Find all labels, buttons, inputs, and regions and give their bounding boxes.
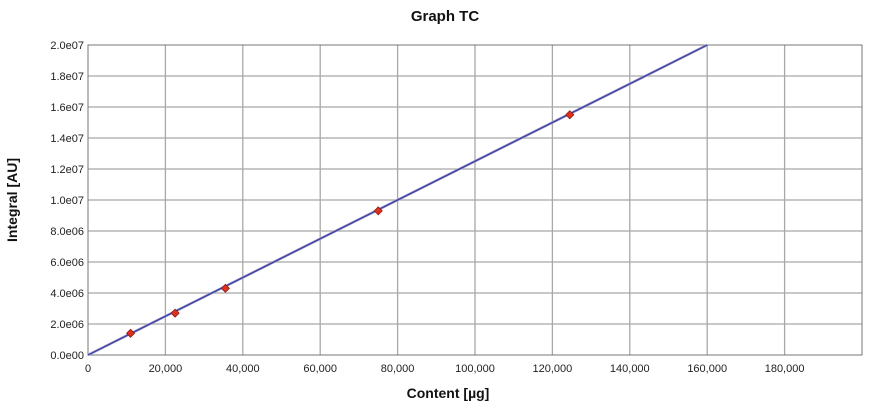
data-point (373, 206, 383, 216)
y-tick-label: 8.0e06 (50, 226, 84, 238)
fit-line (87, 44, 708, 356)
data-point (170, 308, 180, 318)
x-tick-label: 20,000 (149, 363, 183, 375)
chart-title: Graph TC (411, 8, 480, 25)
y-tick-label: 2.0e07 (50, 40, 84, 52)
y-tick-label: 1.8e07 (50, 71, 84, 83)
data-point (220, 283, 230, 293)
chart-grid (88, 45, 862, 355)
y-tick-label: 2.0e06 (50, 319, 84, 331)
y-tick-label: 6.0e06 (50, 257, 84, 269)
tick-labels: 0 20,000 40,000 60,000 80,000 100,000 120,000 1… (50, 40, 804, 375)
y-axis-label: Integral [AU] (4, 158, 20, 242)
x-tick-label: 160,000 (687, 363, 727, 375)
data-points (126, 110, 575, 338)
data-point (126, 328, 136, 338)
x-tick-label: 120,000 (533, 363, 573, 375)
x-tick-label: 40,000 (226, 363, 260, 375)
x-tick-label: 0 (85, 363, 91, 375)
x-tick-label: 60,000 (303, 363, 337, 375)
data-point (565, 110, 575, 120)
y-tick-label: 1.2e07 (50, 164, 84, 176)
x-tick-label: 80,000 (381, 363, 415, 375)
x-tick-label: 140,000 (610, 363, 650, 375)
y-tick-label: 1.4e07 (50, 133, 84, 145)
y-tick-label: 1.0e07 (50, 195, 84, 207)
fit-lines (87, 43, 708, 357)
y-tick-label: 4.0e06 (50, 288, 84, 300)
x-axis-label: Content [µg] (407, 385, 490, 401)
x-tick-label: 100,000 (455, 363, 495, 375)
x-tick-label: 180,000 (765, 363, 805, 375)
y-tick-label: 1.6e07 (50, 102, 84, 114)
y-tick-label: 0.0e00 (50, 350, 84, 362)
plot-area-border (87, 44, 863, 356)
